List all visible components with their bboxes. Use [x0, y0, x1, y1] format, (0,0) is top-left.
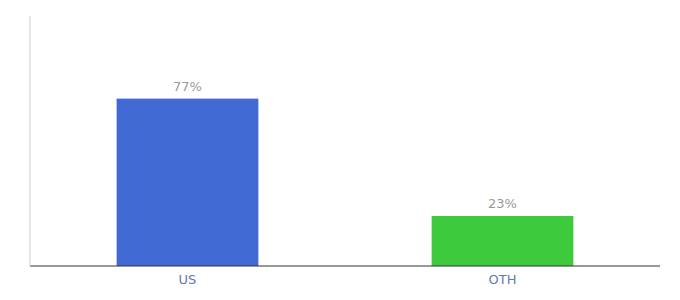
data-label: 23%	[488, 196, 517, 211]
x-tick-label: US	[179, 272, 197, 287]
x-axis-line	[30, 266, 660, 267]
chart-container: US OTH 77% 23%	[0, 0, 680, 300]
chart-svg: US OTH 77% 23%	[0, 0, 680, 300]
bar	[432, 216, 574, 266]
plot-area	[117, 99, 574, 266]
bar	[117, 99, 259, 266]
y-axis-line	[30, 16, 31, 266]
data-label: 77%	[173, 79, 202, 94]
x-tick-label: OTH	[489, 272, 517, 287]
